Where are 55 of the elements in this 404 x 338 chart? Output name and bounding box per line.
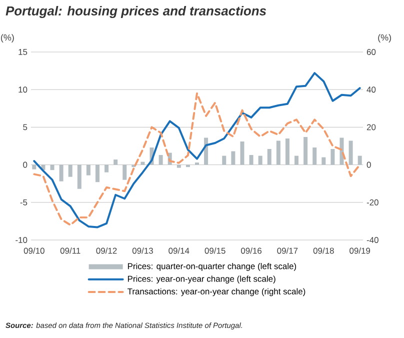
x-tick-label: 09/12 <box>96 248 117 254</box>
bar <box>95 164 100 182</box>
bar <box>114 160 118 165</box>
bar <box>304 136 308 165</box>
x-tick-label: 09/16 <box>241 248 262 254</box>
bar <box>176 164 181 168</box>
bar <box>222 156 226 165</box>
y-axis-title: (%) <box>1 34 14 42</box>
y2-tick-label: 20 <box>366 124 376 130</box>
bar <box>330 149 335 165</box>
x-tick-label: 09/15 <box>204 248 226 254</box>
y2-tick-label: -20 <box>366 199 378 206</box>
y-tick-label: 0 <box>23 162 28 168</box>
bar <box>240 141 244 165</box>
bar <box>294 156 299 165</box>
bar <box>86 164 90 176</box>
bar <box>140 162 145 165</box>
x-tick-label: 09/13 <box>132 248 153 254</box>
y-tick-label: 15 <box>18 49 28 55</box>
bar <box>77 164 82 189</box>
chart-title: Portugal: housing prices and transactions <box>6 6 266 18</box>
y-tick-label: -5 <box>20 199 28 206</box>
bar <box>249 155 254 165</box>
y2-tick-label: 40 <box>366 86 376 93</box>
bar <box>340 138 344 165</box>
y2-tick-label: 0 <box>366 162 371 168</box>
bar <box>312 148 317 165</box>
x-tick-label: 09/17 <box>277 248 298 254</box>
legend-label: Prices: year-on-year change (left scale) <box>128 276 276 284</box>
x-tick-label: 09/14 <box>168 248 190 254</box>
bar <box>285 138 290 165</box>
y2-tick-label: 60 <box>366 49 376 55</box>
bar <box>158 155 163 165</box>
bar <box>322 157 326 165</box>
legend-label: Prices: quarter-on-quarter change (left scale) <box>128 262 296 271</box>
y2-tick-label: -40 <box>366 237 378 243</box>
y2-axis-title: (%) <box>378 34 391 42</box>
bar <box>104 164 109 172</box>
bar <box>50 164 54 170</box>
bar <box>59 164 64 182</box>
y-tick-label: 10 <box>18 86 28 93</box>
x-tick-label: 09/10 <box>24 248 44 254</box>
bar <box>348 140 353 165</box>
y-tick-label: -10 <box>16 237 28 243</box>
bar <box>122 164 127 180</box>
bar <box>68 164 72 177</box>
x-tick-label: 09/11 <box>60 248 80 254</box>
x-tick-label: 09/18 <box>313 248 334 254</box>
bar <box>258 156 262 165</box>
bar <box>267 149 272 165</box>
legend-label: Transactions: year-on-year change (right scale) <box>127 288 306 296</box>
y-tick-label: 5 <box>23 124 28 130</box>
bar <box>276 140 280 165</box>
x-tick-label: 09/19 <box>350 248 370 254</box>
bar <box>231 151 236 165</box>
